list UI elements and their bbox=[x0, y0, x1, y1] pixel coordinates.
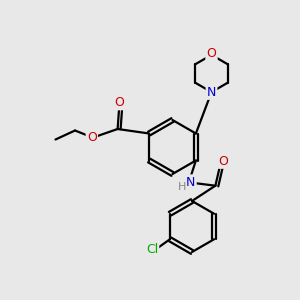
Text: O: O bbox=[114, 96, 124, 109]
Text: O: O bbox=[87, 130, 97, 144]
Text: N: N bbox=[186, 176, 196, 189]
Text: O: O bbox=[207, 47, 216, 60]
Text: H: H bbox=[178, 182, 186, 193]
Text: O: O bbox=[218, 154, 228, 168]
Text: N: N bbox=[207, 85, 216, 99]
Text: Cl: Cl bbox=[146, 243, 158, 256]
